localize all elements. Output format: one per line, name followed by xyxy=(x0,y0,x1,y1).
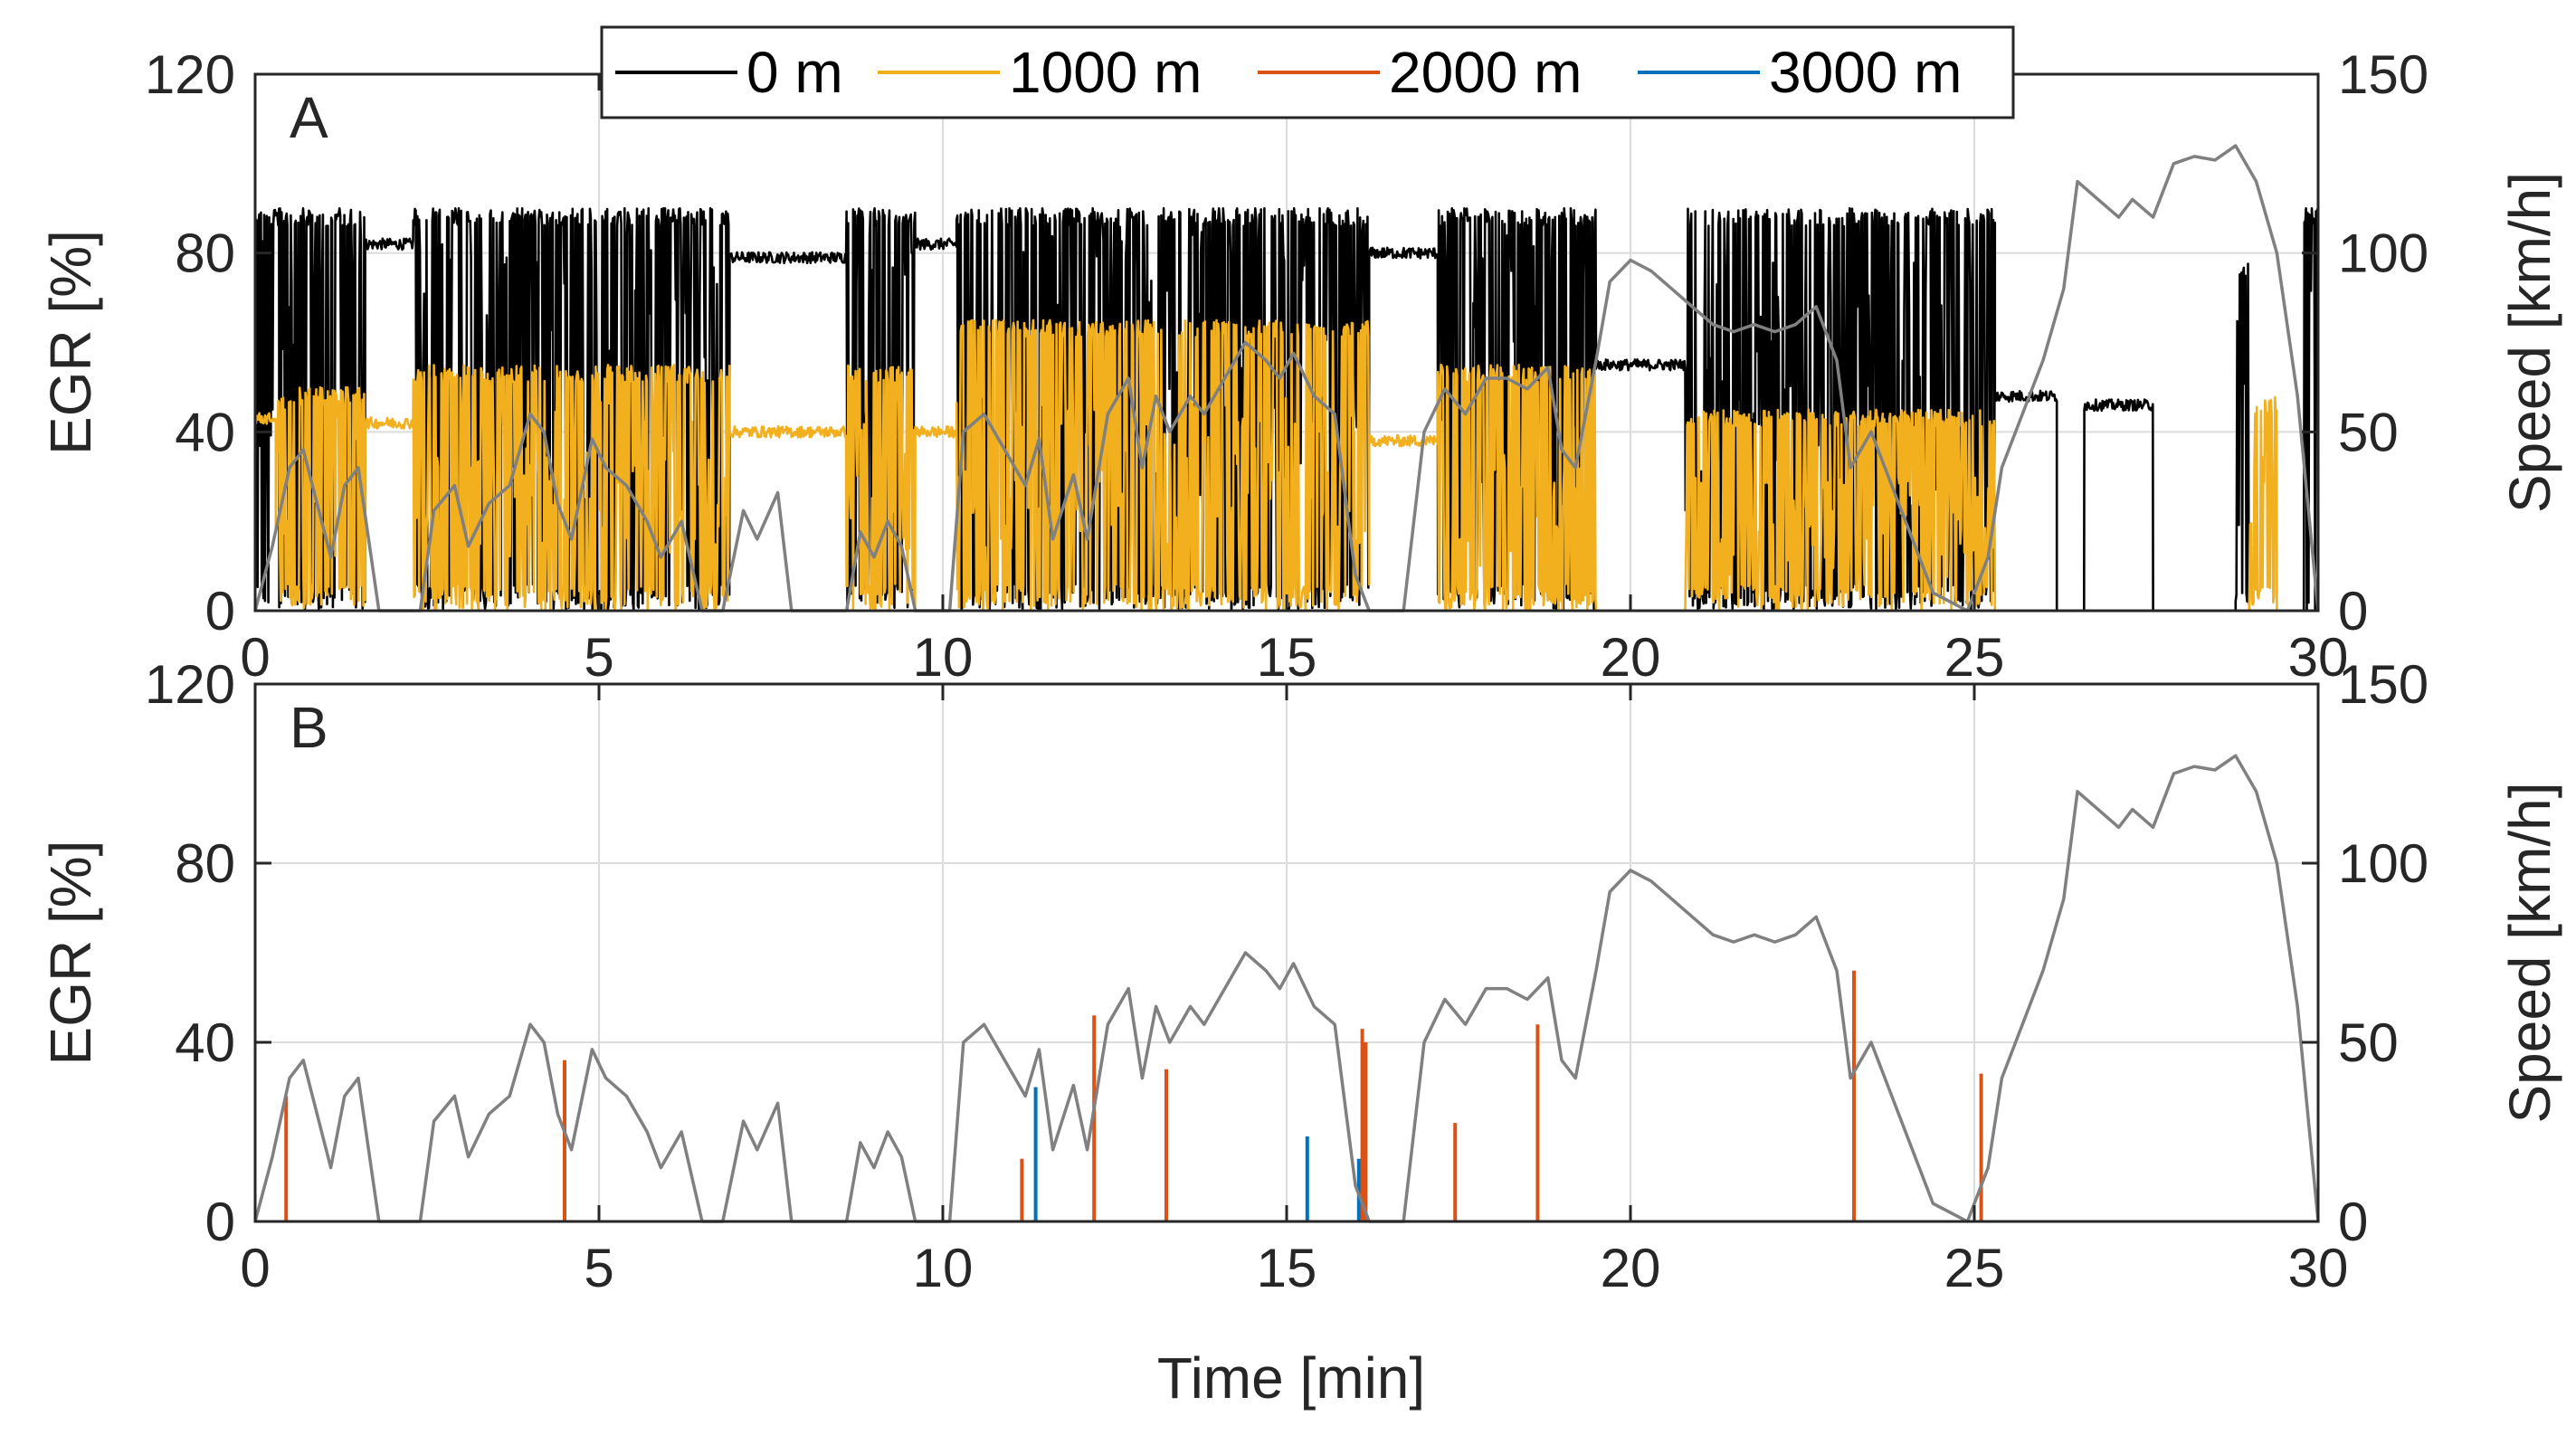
y-tick-label: 40 xyxy=(175,402,235,462)
y-tick-label: 120 xyxy=(145,44,235,105)
y-right-axis-label: Speed [km/h] xyxy=(2497,782,2562,1123)
y-right-tick-label: 100 xyxy=(2338,223,2429,284)
y-right-tick-label: 0 xyxy=(2338,581,2368,641)
y-tick-label: 80 xyxy=(175,833,235,894)
x-tick-label: 5 xyxy=(584,627,613,688)
x-tick-label: 25 xyxy=(1944,627,2005,688)
y-tick-label: 0 xyxy=(205,581,235,641)
x-tick-label: 0 xyxy=(240,1238,270,1298)
x-tick-label: 10 xyxy=(913,1238,974,1298)
panel-label: A xyxy=(290,85,328,150)
y-right-tick-label: 100 xyxy=(2338,833,2429,894)
x-axis-label: Time [min] xyxy=(1157,1345,1425,1411)
y-right-tick-label: 50 xyxy=(2338,1012,2399,1073)
x-tick-label: 20 xyxy=(1601,1238,1661,1298)
x-tick-label: 30 xyxy=(2288,627,2349,688)
y-right-tick-label: 150 xyxy=(2338,44,2429,105)
y-axis-label: EGR [%] xyxy=(38,230,103,455)
x-tick-label: 5 xyxy=(584,1238,613,1298)
x-tick-label: 20 xyxy=(1601,627,1661,688)
panel-label: B xyxy=(290,695,328,760)
x-tick-label: 10 xyxy=(913,627,974,688)
y-tick-label: 80 xyxy=(175,223,235,284)
speed-line xyxy=(253,144,2320,613)
x-tick-label: 15 xyxy=(1257,627,1317,688)
legend-label-3000-m: 3000 m xyxy=(1769,40,1962,105)
legend-label-0-m: 0 m xyxy=(746,40,843,105)
gridlines xyxy=(255,684,2318,1221)
y-tick-label: 0 xyxy=(205,1192,235,1252)
x-tick-label: 30 xyxy=(2288,1238,2349,1298)
x-tick-label: 15 xyxy=(1257,1238,1317,1298)
legend: 0 m 1000 m 2000 m 3000 m xyxy=(600,25,2015,119)
y-right-tick-label: 50 xyxy=(2338,402,2399,462)
y-axis-label: EGR [%] xyxy=(38,841,103,1066)
legend-label-1000-m: 1000 m xyxy=(1009,40,1202,105)
y-tick-label: 120 xyxy=(145,654,235,715)
speed-line xyxy=(253,754,2320,1223)
legend-label-2000-m: 2000 m xyxy=(1389,40,1582,105)
series-group xyxy=(253,754,2320,1223)
y-right-tick-label: 0 xyxy=(2338,1192,2368,1252)
y-tick-label: 40 xyxy=(175,1012,235,1073)
x-tick-label: 25 xyxy=(1944,1238,2005,1298)
x-tick-label: 0 xyxy=(240,627,270,688)
y-right-tick-label: 150 xyxy=(2338,654,2429,715)
y-right-axis-label: Speed [km/h] xyxy=(2497,172,2562,513)
